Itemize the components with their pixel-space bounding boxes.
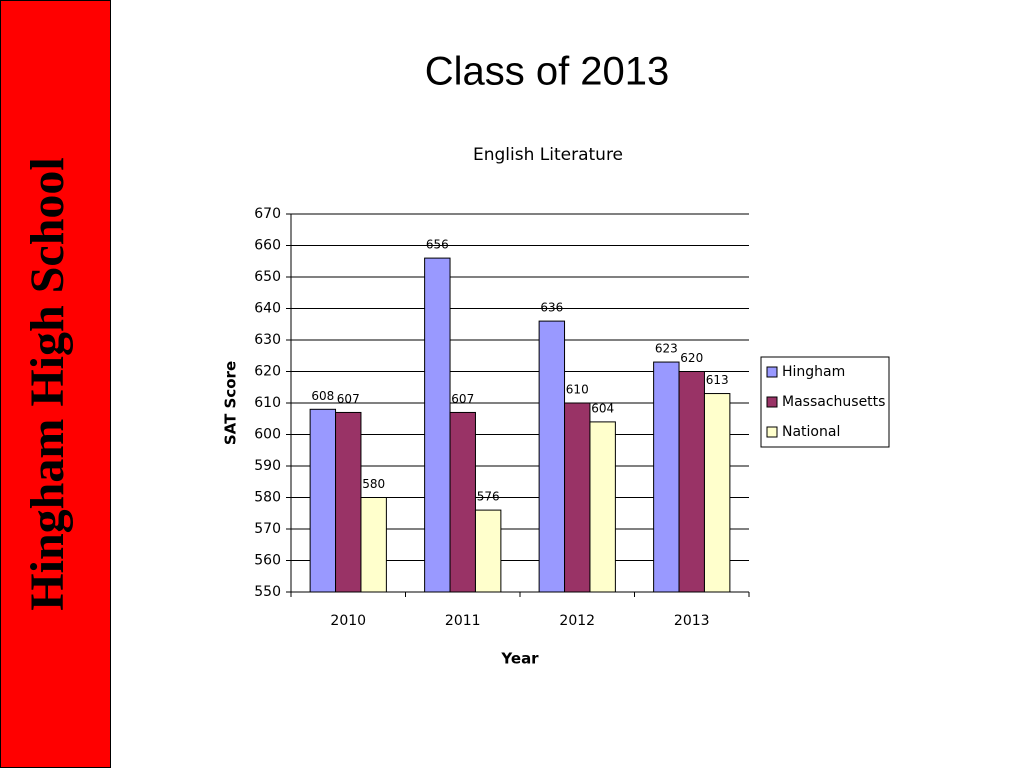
legend-swatch bbox=[766, 426, 778, 438]
x-tick-label: 2011 bbox=[445, 613, 481, 629]
x-axis-label: Year bbox=[500, 650, 539, 668]
y-tick-label: 580 bbox=[254, 490, 281, 506]
bar bbox=[589, 421, 616, 593]
bar bbox=[335, 411, 362, 593]
legend-label: Massachusetts bbox=[782, 394, 885, 410]
data-label: 604 bbox=[591, 401, 614, 415]
y-tick-label: 570 bbox=[254, 521, 281, 537]
bar bbox=[449, 411, 476, 593]
legend-swatch bbox=[766, 396, 778, 408]
legend-swatch bbox=[766, 366, 778, 378]
data-label: 623 bbox=[655, 342, 678, 356]
bar bbox=[678, 371, 705, 593]
bar bbox=[474, 509, 502, 593]
data-label: 610 bbox=[566, 383, 589, 397]
bar bbox=[703, 393, 731, 593]
slide-title: Class of 2013 bbox=[425, 50, 670, 94]
x-tick-label: 2012 bbox=[559, 613, 595, 629]
bar bbox=[538, 320, 566, 593]
legend-label: Hingham bbox=[782, 364, 845, 380]
data-label: 607 bbox=[451, 392, 474, 406]
sidebar-text: Hingham High School bbox=[21, 157, 74, 610]
bar bbox=[360, 497, 387, 593]
y-tick-label: 630 bbox=[254, 332, 281, 348]
y-tick-label: 660 bbox=[254, 238, 281, 254]
legend-label: National bbox=[782, 424, 840, 440]
data-label: 580 bbox=[362, 477, 385, 491]
x-tick-label: 2013 bbox=[674, 613, 710, 629]
y-tick-label: 560 bbox=[254, 553, 281, 569]
bar bbox=[309, 408, 337, 593]
data-label: 613 bbox=[706, 373, 729, 387]
bar bbox=[653, 361, 680, 593]
y-tick-label: 640 bbox=[254, 301, 281, 317]
legend-box bbox=[760, 356, 890, 448]
bar bbox=[564, 402, 591, 593]
y-tick-label: 600 bbox=[254, 427, 281, 443]
data-label: 576 bbox=[477, 490, 500, 504]
data-label: 607 bbox=[337, 392, 360, 406]
data-label: 636 bbox=[540, 301, 563, 315]
bar bbox=[424, 257, 451, 593]
y-tick-label: 670 bbox=[254, 206, 281, 222]
y-tick-label: 620 bbox=[254, 364, 281, 380]
y-tick-label: 550 bbox=[254, 584, 281, 600]
data-label: 608 bbox=[311, 389, 334, 403]
y-tick-label: 590 bbox=[254, 458, 281, 474]
y-tick-label: 610 bbox=[254, 395, 281, 411]
data-label: 656 bbox=[426, 238, 449, 252]
y-axis-label: SAT Score bbox=[222, 361, 240, 445]
chart-title: English Literature bbox=[473, 145, 623, 165]
y-tick-label: 650 bbox=[254, 269, 281, 285]
sidebar bbox=[0, 0, 111, 768]
x-tick-label: 2010 bbox=[330, 613, 366, 629]
data-label: 620 bbox=[680, 351, 703, 365]
